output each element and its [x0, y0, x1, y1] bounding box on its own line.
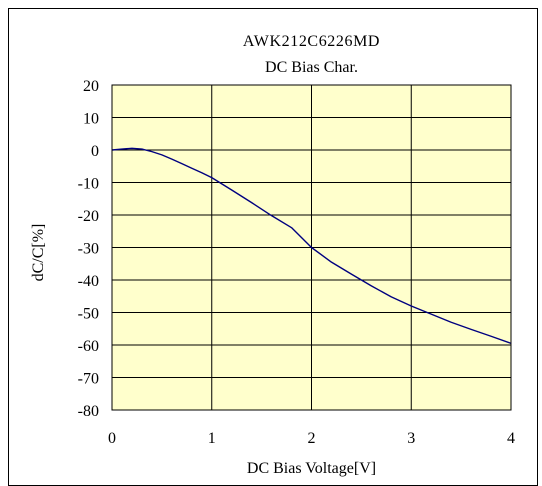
tick-labels: 20 10 0 -10 -20 -30 -40 -50 -60 -70 -80 0 1 2 3 4 — [78, 78, 515, 447]
x-tick-label: 2 — [308, 430, 316, 447]
series-line — [111, 147, 512, 345]
y-tick-label: 10 — [83, 111, 99, 128]
chart-title: AWK212C6226MD — [243, 33, 380, 50]
y-tick-label: 20 — [83, 78, 99, 95]
y-tick-label: -70 — [78, 371, 99, 388]
y-tick-label: -30 — [78, 241, 99, 258]
y-tick-label: -20 — [78, 208, 99, 225]
y-axis-label: dC/C[%] — [30, 224, 47, 282]
x-axis-label: DC Bias Voltage[V] — [247, 460, 376, 477]
y-tick-label: -60 — [78, 338, 99, 355]
y-tick-label: -10 — [78, 176, 99, 193]
x-tick-label: 1 — [208, 430, 216, 447]
chart-subtitle: DC Bias Char. — [265, 59, 358, 76]
series-layer — [111, 147, 512, 345]
x-tick-label: 4 — [507, 430, 515, 447]
y-tick-label: -80 — [78, 403, 99, 420]
y-tick-label: -40 — [78, 273, 99, 290]
y-tick-label: -50 — [78, 306, 99, 323]
plot-border — [111, 84, 512, 411]
x-tick-label: 0 — [108, 430, 116, 447]
x-tick-label: 3 — [407, 430, 415, 447]
y-tick-label: 0 — [91, 143, 99, 160]
